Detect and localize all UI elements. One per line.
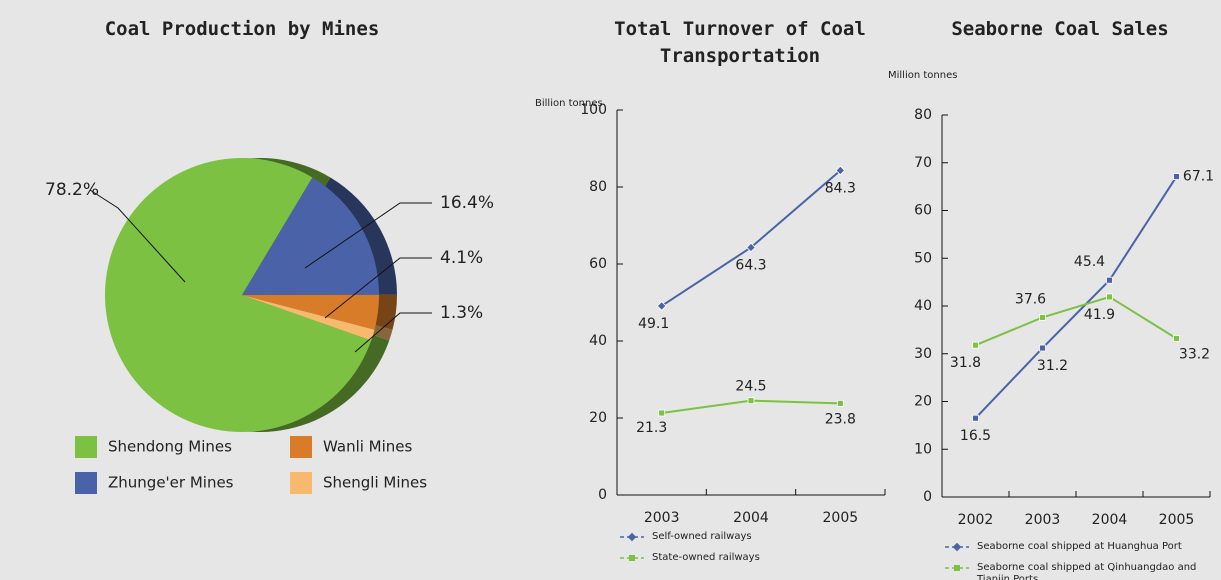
marker <box>1173 173 1180 180</box>
data-label: 45.4 <box>1074 254 1105 270</box>
legend-swatch <box>75 436 97 458</box>
y-tick-label: 70 <box>914 155 932 171</box>
marker <box>1106 293 1113 301</box>
chart-title: Seaborne Coal Sales <box>951 18 1169 40</box>
data-label: 67.1 <box>1183 169 1214 185</box>
axis-title: Million tonnes <box>888 70 957 81</box>
series-line <box>661 169 841 307</box>
pie-slice <box>242 295 375 341</box>
y-tick-label: 100 <box>580 102 607 118</box>
marker <box>1173 335 1180 342</box>
legend-marker <box>952 542 962 552</box>
legend-label: Shendong Mines <box>108 438 232 456</box>
series-line <box>974 176 1178 419</box>
legend-swatch <box>290 472 312 494</box>
y-tick-label: 40 <box>589 333 607 349</box>
legend-marker <box>954 565 960 571</box>
legend-label: Zhunge'er Mines <box>108 474 234 492</box>
data-label: 41.9 <box>1084 307 1115 323</box>
marker <box>1106 276 1113 284</box>
y-tick-label: 20 <box>589 410 607 426</box>
data-label: 4.1% <box>440 248 483 268</box>
data-label: 49.1 <box>638 316 669 332</box>
marker <box>746 242 756 253</box>
y-tick-label: 30 <box>914 346 932 362</box>
leader-line <box>304 202 432 269</box>
marker <box>1039 344 1046 352</box>
x-tick-label: 2003 <box>1025 512 1061 528</box>
data-label: 23.8 <box>825 411 856 427</box>
leader-line <box>89 189 186 283</box>
data-label: 16.5 <box>960 428 991 444</box>
data-label: 21.3 <box>636 420 667 436</box>
y-tick-label: 0 <box>923 489 932 505</box>
marker <box>747 397 755 405</box>
marker <box>658 409 666 417</box>
data-label: 24.5 <box>735 379 766 395</box>
y-tick-label: 60 <box>589 256 607 272</box>
x-tick-label: 2004 <box>1092 512 1128 528</box>
data-label: 37.6 <box>1015 291 1046 307</box>
x-tick-label: 2004 <box>733 510 769 526</box>
series-line <box>975 295 1178 347</box>
data-label: 64.3 <box>735 257 766 273</box>
legend-marker <box>627 532 637 542</box>
chart-title: Coal Production by Mines <box>104 18 380 40</box>
y-tick-label: 10 <box>914 441 932 457</box>
data-label: 33.2 <box>1179 346 1210 362</box>
x-tick-label: 2005 <box>823 510 859 526</box>
y-tick-label: 80 <box>914 107 932 123</box>
data-label: 31.8 <box>950 355 981 371</box>
x-tick-label: 2002 <box>958 512 994 528</box>
data-label: 16.4% <box>440 193 494 213</box>
legend-label: State-owned railways <box>652 552 760 563</box>
legend-swatch <box>75 472 97 494</box>
x-tick-label: 2005 <box>1159 512 1195 528</box>
legend-label: Wanli Mines <box>323 438 413 456</box>
x-tick-label: 2003 <box>644 510 680 526</box>
leader-line <box>354 312 432 353</box>
marker <box>836 399 844 407</box>
data-label: 31.2 <box>1037 358 1068 374</box>
marker <box>656 301 667 311</box>
pie-slice <box>105 157 372 432</box>
y-tick-label: 60 <box>914 203 932 219</box>
y-tick-label: 20 <box>914 394 932 410</box>
marker <box>972 414 979 422</box>
marker <box>835 165 846 176</box>
pie-slice <box>242 294 379 330</box>
y-tick-label: 50 <box>914 250 932 266</box>
data-label: 78.2% <box>45 180 99 200</box>
legend-marker <box>629 555 635 561</box>
data-label: 1.3% <box>440 303 483 323</box>
leader-line <box>324 257 432 319</box>
marker <box>1039 314 1046 321</box>
legend-label: Shengli Mines <box>323 474 427 492</box>
data-label: 84.3 <box>825 180 856 196</box>
y-tick-label: 0 <box>598 487 607 503</box>
pie-slice <box>242 177 379 295</box>
marker <box>972 341 979 349</box>
legend-label: Seaborne coal shipped at Huanghua Port <box>977 541 1182 552</box>
legend-label: Seaborne coal shipped at Qinhuangdao and… <box>977 562 1197 580</box>
legend-swatch <box>290 436 312 458</box>
chart-title: Total Turnover of Coal Transportation <box>614 18 866 67</box>
y-tick-label: 40 <box>914 298 932 314</box>
legend-label: Self-owned railways <box>652 531 752 542</box>
axis-title: Billion tonnes <box>535 98 603 109</box>
y-tick-label: 80 <box>589 179 607 195</box>
